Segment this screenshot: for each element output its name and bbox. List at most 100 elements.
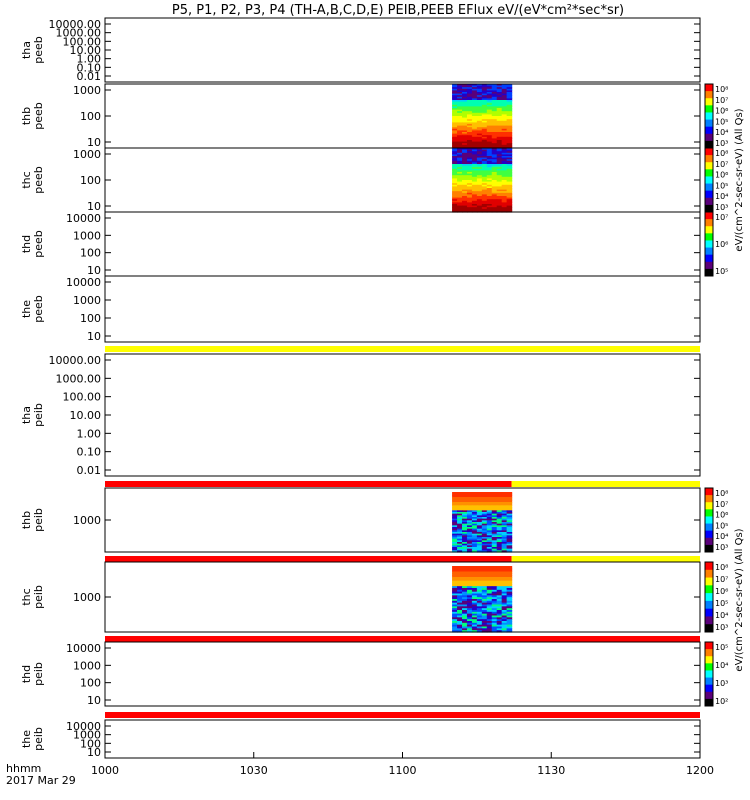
spectrogram-cell bbox=[462, 116, 468, 119]
spectrogram-cell bbox=[491, 518, 498, 521]
spectrogram-cell bbox=[481, 566, 488, 569]
spectrogram-cell bbox=[486, 543, 493, 546]
spectrogram-cell bbox=[486, 85, 493, 88]
spectrogram-cell bbox=[466, 600, 473, 604]
spectrogram-cell bbox=[486, 140, 493, 143]
spectrogram-cell bbox=[486, 148, 493, 151]
spectrogram-cell bbox=[471, 208, 478, 211]
spectrogram-cell bbox=[452, 144, 458, 147]
spectrogram-cell bbox=[457, 520, 463, 523]
spectrogram-cell bbox=[471, 545, 478, 548]
spectrogram-cell bbox=[471, 593, 478, 596]
x-tick-label: 1100 bbox=[389, 764, 417, 777]
spectrogram-cell bbox=[481, 106, 488, 109]
spectrogram-cell bbox=[506, 156, 513, 159]
spectrogram-cell bbox=[452, 208, 458, 211]
spectrogram-cell bbox=[471, 566, 478, 569]
spectrogram-cell bbox=[476, 582, 483, 585]
spectrogram-cell bbox=[491, 615, 498, 618]
spectrogram-cell bbox=[506, 154, 513, 157]
spectrogram-cell bbox=[462, 109, 468, 112]
colorbar-swatch bbox=[705, 233, 713, 241]
spectrogram-cell bbox=[462, 108, 468, 111]
spectrogram-cell bbox=[496, 597, 503, 600]
spectrogram-cell bbox=[452, 176, 458, 179]
spectrogram-cell bbox=[471, 547, 478, 550]
spectrogram-cell bbox=[466, 125, 473, 128]
spectrogram-cell bbox=[462, 143, 468, 146]
spectrogram-cell bbox=[466, 512, 473, 515]
spectrogram-cell bbox=[457, 167, 463, 170]
spectrogram-cell bbox=[476, 575, 483, 578]
spectrogram-cell bbox=[491, 205, 498, 208]
colorbar-frame bbox=[704, 641, 714, 707]
spectrogram-cell bbox=[486, 204, 493, 207]
spectrogram-cell bbox=[506, 188, 513, 191]
spectrogram-cell bbox=[466, 173, 473, 176]
spectrogram-cell bbox=[466, 135, 473, 138]
spectrogram-cell bbox=[466, 542, 473, 545]
spectrogram-cell bbox=[496, 114, 503, 117]
spectrogram-cell bbox=[452, 111, 458, 114]
spectrogram-cell bbox=[506, 170, 513, 173]
spectrogram-cell bbox=[506, 151, 513, 154]
spectrogram-cell bbox=[501, 571, 508, 574]
spectrogram-cell bbox=[491, 162, 498, 165]
colorbar-tick-label: 10³ bbox=[715, 203, 728, 212]
spectrogram-cell bbox=[466, 569, 473, 573]
spectrogram-cell bbox=[496, 148, 503, 151]
spectrogram-cell bbox=[466, 610, 473, 613]
spectrogram-cell bbox=[481, 595, 488, 598]
spectrogram-cell bbox=[462, 513, 468, 516]
spectrogram-cell bbox=[506, 586, 513, 589]
spectrogram-cell bbox=[481, 624, 488, 628]
spectrogram-cell bbox=[481, 600, 488, 604]
spectrogram-cell bbox=[491, 191, 498, 194]
spectrogram-cell bbox=[476, 525, 483, 528]
spectrogram-cell bbox=[501, 500, 508, 503]
colorbar-swatch bbox=[705, 593, 713, 602]
spectrogram-cell bbox=[491, 586, 498, 589]
spectrogram-cell bbox=[496, 523, 503, 526]
spectrogram-cell bbox=[466, 202, 473, 205]
spectrogram-cell bbox=[457, 103, 463, 106]
spectrogram-cell bbox=[466, 194, 473, 197]
spectrogram-cell bbox=[506, 530, 513, 533]
spectrogram-cell bbox=[486, 621, 493, 624]
colorbar-swatch bbox=[705, 569, 713, 579]
spectrogram-cell bbox=[486, 120, 493, 123]
spectrogram-cell bbox=[476, 502, 483, 505]
colorbar-tick-label: 10⁷ bbox=[715, 213, 728, 222]
spectrogram-cell bbox=[466, 108, 473, 111]
spectrogram-cell bbox=[476, 157, 483, 160]
status-bar-segment bbox=[105, 636, 700, 642]
spectrogram-cell bbox=[491, 202, 498, 205]
y-tick-label: 1000 bbox=[73, 591, 101, 604]
spectrogram-cell bbox=[501, 207, 508, 210]
spectrogram-cell bbox=[506, 93, 513, 96]
spectrogram-cell bbox=[486, 98, 493, 101]
spectrogram-cell bbox=[457, 191, 463, 194]
spectrogram-cell bbox=[452, 624, 458, 628]
spectrogram-cell bbox=[471, 569, 478, 573]
spectrogram-cell bbox=[471, 573, 478, 576]
colorbar-tick-label: 10³ bbox=[715, 139, 728, 148]
spectrogram-cell bbox=[506, 116, 513, 119]
spectrogram-cell bbox=[506, 566, 513, 569]
spectrogram-cell bbox=[471, 122, 478, 125]
spectrogram-cell bbox=[496, 495, 503, 498]
spectrogram-cell bbox=[496, 197, 503, 200]
spectrogram-cell bbox=[496, 497, 503, 500]
spectrogram-cell bbox=[462, 96, 468, 99]
spectrogram-cell bbox=[462, 100, 468, 103]
spectrogram-cell bbox=[481, 599, 488, 602]
spectrogram-cell bbox=[501, 192, 508, 195]
spectrogram-cell bbox=[501, 176, 508, 179]
spectrogram-cell bbox=[481, 573, 488, 576]
spectrogram-cell bbox=[506, 547, 513, 550]
spectrogram-cell bbox=[457, 503, 463, 506]
spectrogram-cell bbox=[501, 143, 508, 146]
spectrogram-cell bbox=[496, 202, 503, 205]
spectrogram-cell bbox=[491, 176, 498, 179]
spectrogram-cell bbox=[457, 498, 463, 501]
